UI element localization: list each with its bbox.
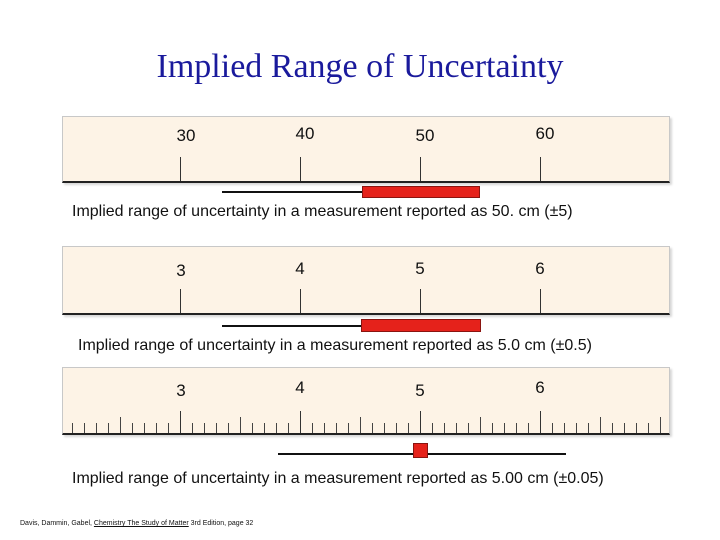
major-tick — [300, 289, 301, 313]
major-tick — [540, 289, 541, 313]
minor-tick — [144, 423, 145, 433]
tick-label-30: 30 — [176, 126, 196, 145]
minor-tick — [480, 417, 481, 433]
caption-1: Implied range of uncertainty in a measur… — [72, 203, 573, 220]
major-tick — [420, 411, 421, 433]
ruler-tens: 30 40 50 60 — [62, 116, 670, 183]
tick-label-6-fine: 6 — [535, 378, 545, 397]
tick-label-50: 50 — [415, 126, 435, 145]
tick-label-6: 6 — [535, 259, 545, 278]
tick-label-3-fine: 3 — [176, 381, 186, 400]
minor-tick — [288, 423, 289, 433]
minor-tick — [468, 423, 469, 433]
minor-tick — [264, 423, 265, 433]
credit-edition: 3rd Edition, page 32 — [188, 520, 254, 527]
major-tick — [300, 411, 301, 433]
minor-tick — [600, 417, 601, 433]
page-title: Implied Range of Uncertainty — [156, 48, 564, 85]
uncertainty-range-1 — [362, 186, 480, 198]
major-tick — [540, 411, 541, 433]
minor-tick — [360, 417, 361, 433]
credit-authors: Davis, Dammin, Gabel, — [20, 520, 94, 527]
tick-label-4: 4 — [295, 259, 305, 278]
range-line-1 — [222, 191, 478, 193]
minor-tick — [408, 423, 409, 433]
minor-tick — [660, 417, 661, 433]
minor-tick — [108, 423, 109, 433]
range-line-2 — [222, 325, 478, 327]
minor-tick — [648, 423, 649, 433]
tick-label-3: 3 — [176, 261, 186, 280]
tick-label-4-fine: 4 — [295, 378, 305, 397]
minor-tick — [516, 423, 517, 433]
minor-tick — [552, 423, 553, 433]
tick-label-40: 40 — [295, 124, 315, 143]
tick-label-60: 60 — [535, 124, 555, 143]
caption-2: Implied range of uncertainty in a measur… — [78, 337, 592, 354]
minor-tick — [228, 423, 229, 433]
minor-tick — [576, 423, 577, 433]
major-tick — [180, 157, 181, 181]
major-tick — [540, 157, 541, 181]
minor-tick — [204, 423, 205, 433]
minor-tick — [216, 423, 217, 433]
minor-tick — [372, 423, 373, 433]
uncertainty-range-2 — [361, 319, 481, 332]
minor-tick — [84, 423, 85, 433]
minor-tick — [120, 417, 121, 433]
minor-tick — [444, 423, 445, 433]
minor-tick — [456, 423, 457, 433]
minor-tick — [96, 423, 97, 433]
minor-tick — [612, 423, 613, 433]
minor-tick — [312, 423, 313, 433]
minor-tick — [324, 423, 325, 433]
tick-label-5-fine: 5 — [415, 381, 425, 400]
minor-tick — [156, 423, 157, 433]
minor-tick — [528, 423, 529, 433]
major-tick — [180, 411, 181, 433]
minor-tick — [336, 423, 337, 433]
minor-tick — [384, 423, 385, 433]
major-tick — [420, 289, 421, 313]
ruler-ones: 3 4 5 6 — [62, 246, 670, 315]
minor-tick — [492, 423, 493, 433]
caption-3: Implied range of uncertainty in a measur… — [72, 470, 604, 487]
major-tick — [300, 157, 301, 181]
ruler-tenths: 3 4 5 6 — [62, 367, 670, 435]
minor-tick — [564, 423, 565, 433]
minor-tick — [432, 423, 433, 433]
minor-tick — [636, 423, 637, 433]
minor-tick — [240, 417, 241, 433]
minor-tick — [132, 423, 133, 433]
minor-tick — [396, 423, 397, 433]
minor-tick — [276, 423, 277, 433]
major-tick — [420, 157, 421, 181]
minor-tick — [588, 423, 589, 433]
minor-tick — [72, 423, 73, 433]
minor-tick — [168, 423, 169, 433]
minor-tick — [624, 423, 625, 433]
minor-tick — [504, 423, 505, 433]
credit-book: Chemistry The Study of Matter — [93, 520, 189, 527]
minor-tick — [348, 423, 349, 433]
major-tick — [180, 289, 181, 313]
uncertainty-range-3 — [413, 443, 428, 458]
minor-tick — [252, 423, 253, 433]
minor-tick — [192, 423, 193, 433]
tick-label-5: 5 — [415, 259, 425, 278]
source-credit: Davis, Dammin, Gabel, Chemistry The Stud… — [20, 520, 253, 527]
